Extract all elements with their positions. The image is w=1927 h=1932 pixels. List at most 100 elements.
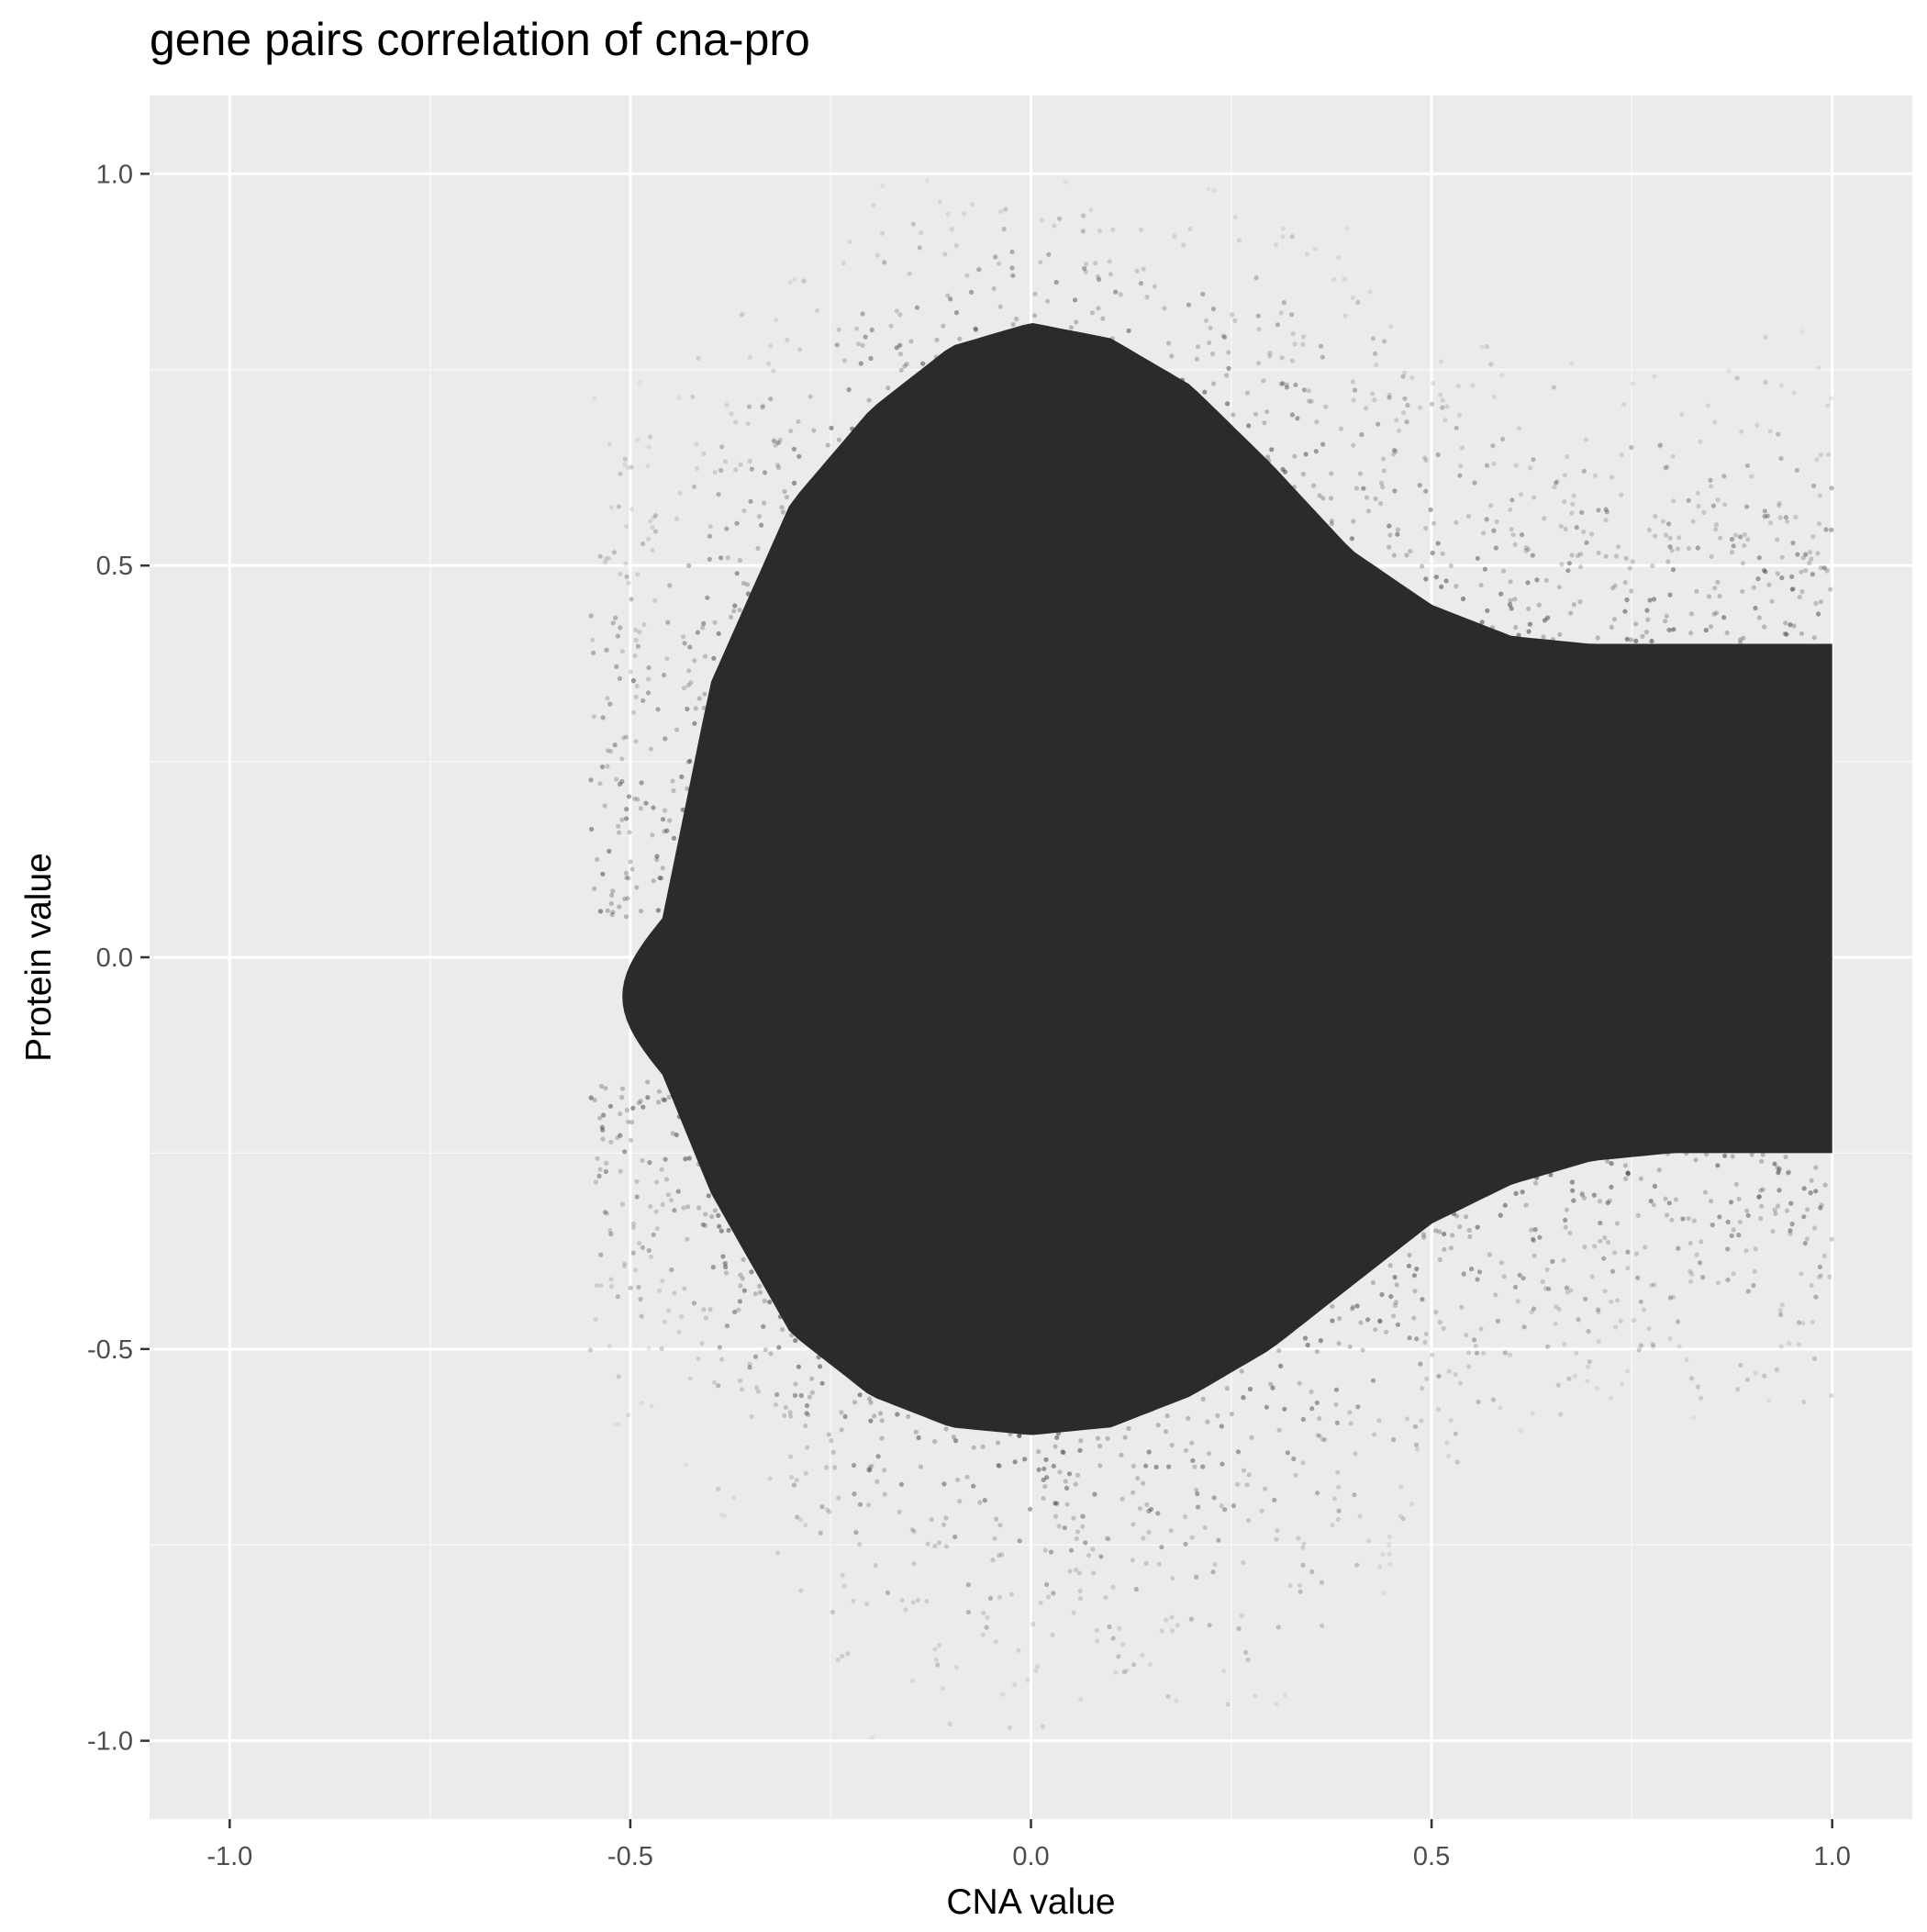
data-point: [607, 848, 612, 854]
data-point: [791, 480, 797, 486]
data-point: [1387, 1561, 1393, 1567]
data-point: [1476, 1399, 1481, 1404]
data-point: [1598, 1238, 1603, 1244]
data-point: [1625, 1249, 1631, 1255]
data-point: [1117, 1625, 1122, 1631]
data-point: [973, 326, 978, 331]
data-point: [886, 385, 891, 391]
data-point: [1423, 488, 1429, 494]
data-point: [639, 780, 644, 786]
data-point: [749, 466, 755, 472]
data-point: [1564, 1207, 1569, 1212]
data-point: [875, 1454, 881, 1459]
data-point: [1794, 467, 1799, 473]
data-point: [1195, 1504, 1201, 1510]
data-point: [664, 1177, 670, 1182]
data-point: [1269, 447, 1275, 452]
data-point: [1315, 1433, 1320, 1438]
data-point: [634, 683, 640, 689]
data-point: [1146, 1508, 1152, 1513]
data-point: [703, 1315, 708, 1321]
data-point: [1370, 391, 1376, 396]
data-point: [617, 781, 623, 787]
data-point: [1773, 1211, 1778, 1216]
data-point: [1422, 455, 1428, 461]
data-point: [734, 520, 740, 526]
data-point: [1500, 436, 1506, 441]
data-point: [1650, 1342, 1655, 1347]
data-point: [745, 590, 752, 597]
data-point: [648, 746, 654, 752]
data-point: [686, 668, 692, 674]
data-point: [846, 387, 852, 393]
data-point: [1737, 1219, 1743, 1224]
data-point: [604, 1160, 609, 1166]
data-point: [1741, 635, 1746, 641]
data-point: [1725, 1219, 1731, 1224]
data-point: [1570, 501, 1576, 507]
data-point: [1387, 523, 1392, 529]
data-point: [1457, 473, 1463, 478]
data-point: [1373, 496, 1378, 502]
data-point: [1574, 525, 1579, 530]
data-point: [685, 1236, 690, 1242]
data-point: [705, 595, 710, 600]
data-point: [1581, 1195, 1587, 1201]
data-point: [1760, 1187, 1765, 1192]
data-point: [1143, 1463, 1149, 1469]
data-point: [1559, 562, 1565, 567]
data-point: [878, 1411, 884, 1416]
data-point: [1763, 334, 1768, 340]
data-point: [1638, 1299, 1643, 1304]
data-point: [1609, 624, 1614, 631]
data-point: [1095, 274, 1101, 279]
data-point: [1216, 1537, 1221, 1543]
data-point: [1482, 566, 1487, 572]
data-point: [1700, 1275, 1706, 1280]
data-point: [1222, 1507, 1228, 1513]
data-point: [1412, 1424, 1419, 1429]
data-point: [1071, 1610, 1076, 1615]
data-point: [652, 529, 659, 534]
data-point: [1333, 1387, 1340, 1392]
data-point: [693, 706, 698, 711]
data-point: [851, 1462, 857, 1469]
data-point: [1335, 1469, 1341, 1475]
data-point: [1412, 1424, 1419, 1429]
data-point: [976, 267, 982, 273]
data-point: [1461, 1270, 1466, 1277]
data-point: [599, 1124, 605, 1130]
data-point: [1261, 378, 1266, 384]
data-point: [1131, 1662, 1137, 1668]
data-point: [1570, 1188, 1576, 1193]
data-point: [798, 1392, 804, 1399]
data-point: [1301, 334, 1307, 340]
data-point: [1774, 1367, 1779, 1372]
data-point: [1420, 1297, 1425, 1302]
data-point: [797, 347, 803, 352]
data-point: [615, 1294, 620, 1300]
data-point: [857, 1542, 863, 1547]
data-point: [1009, 265, 1015, 271]
data-point: [598, 1083, 605, 1089]
data-point: [1077, 1447, 1083, 1453]
data-point: [965, 1582, 971, 1588]
data-point: [897, 312, 903, 318]
data-point: [864, 1601, 870, 1606]
data-point: [1097, 276, 1102, 283]
data-point: [1281, 226, 1287, 231]
data-point: [1799, 329, 1805, 334]
data-point: [1262, 420, 1267, 426]
data-point: [1592, 473, 1598, 478]
data-point: [1407, 1335, 1412, 1341]
data-point: [1713, 522, 1719, 528]
data-point: [834, 342, 840, 348]
data-point: [629, 597, 634, 602]
data-point: [597, 1115, 603, 1121]
data-point: [1796, 1320, 1802, 1325]
data-point: [676, 395, 682, 400]
data-point: [1737, 637, 1743, 642]
data-point: [1729, 537, 1735, 542]
data-point: [1003, 207, 1008, 212]
data-point: [929, 1517, 934, 1523]
